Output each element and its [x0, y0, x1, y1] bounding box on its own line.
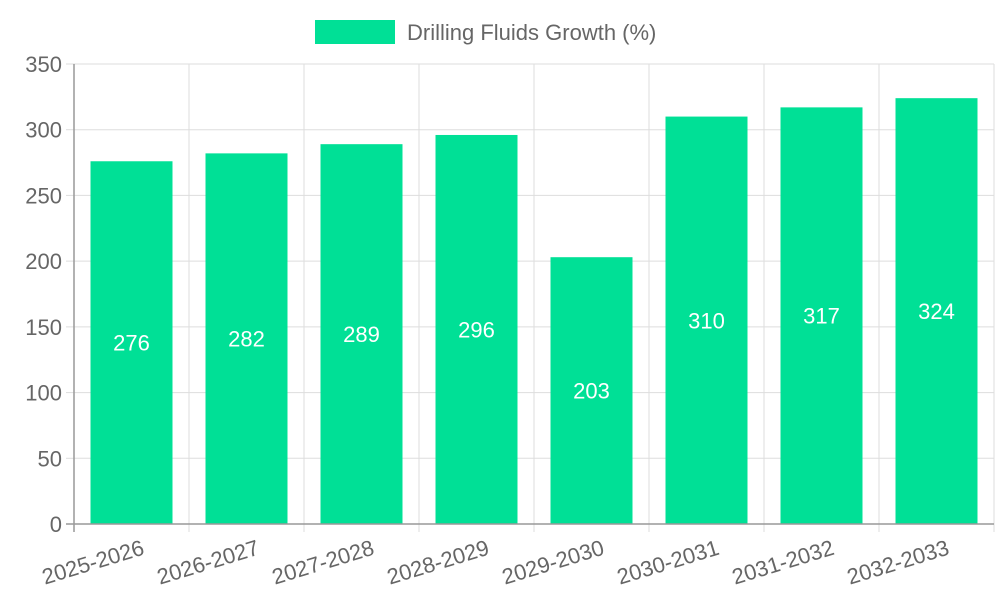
- legend-swatch[interactable]: [315, 20, 395, 44]
- x-tick-label: 2031-2032: [729, 535, 837, 590]
- bar[interactable]: [665, 116, 748, 525]
- bar[interactable]: [435, 134, 518, 524]
- data-label: 289: [343, 322, 380, 347]
- bar[interactable]: [320, 144, 403, 524]
- bar[interactable]: [550, 257, 633, 524]
- legend-label[interactable]: Drilling Fluids Growth (%): [407, 20, 656, 45]
- x-tick-label: 2027-2028: [269, 535, 377, 590]
- data-label: 276: [113, 331, 150, 356]
- data-label: 282: [228, 327, 265, 352]
- axes: [66, 64, 994, 532]
- x-tick-label: 2028-2029: [384, 535, 492, 590]
- x-tick-label: 2026-2027: [154, 535, 262, 590]
- y-tick-label: 100: [25, 381, 62, 406]
- y-tick-label: 200: [25, 249, 62, 274]
- data-label: 203: [573, 379, 610, 404]
- chart-legend[interactable]: Drilling Fluids Growth (%): [315, 20, 656, 45]
- y-tick-label: 0: [50, 512, 62, 537]
- bar[interactable]: [205, 153, 288, 524]
- data-label: 317: [803, 304, 840, 329]
- data-label: 310: [688, 308, 725, 333]
- bar[interactable]: [90, 161, 173, 524]
- bar[interactable]: [895, 98, 978, 525]
- x-tick-label: 2032-2033: [844, 535, 952, 590]
- y-tick-label: 300: [25, 118, 62, 143]
- bar[interactable]: [780, 107, 863, 524]
- y-axis-ticks: 0 50 100 150 200 250 300 350: [25, 52, 74, 537]
- bar-series: [90, 98, 978, 525]
- x-tick-label: 2029-2030: [499, 535, 607, 590]
- x-tick-label: 2025-2026: [39, 535, 147, 590]
- data-label: 324: [918, 299, 955, 324]
- data-labels: 276 282 289 296 203 310 317 324: [113, 299, 955, 404]
- y-tick-label: 50: [38, 446, 62, 471]
- data-label: 296: [458, 317, 495, 342]
- x-axis-ticks: 2025-2026 2026-2027 2027-2028 2028-2029 2029…: [39, 535, 952, 590]
- y-tick-label: 250: [25, 183, 62, 208]
- y-tick-label: 350: [25, 52, 62, 77]
- y-tick-label: 150: [25, 315, 62, 340]
- x-tick-label: 2030-2031: [614, 535, 722, 590]
